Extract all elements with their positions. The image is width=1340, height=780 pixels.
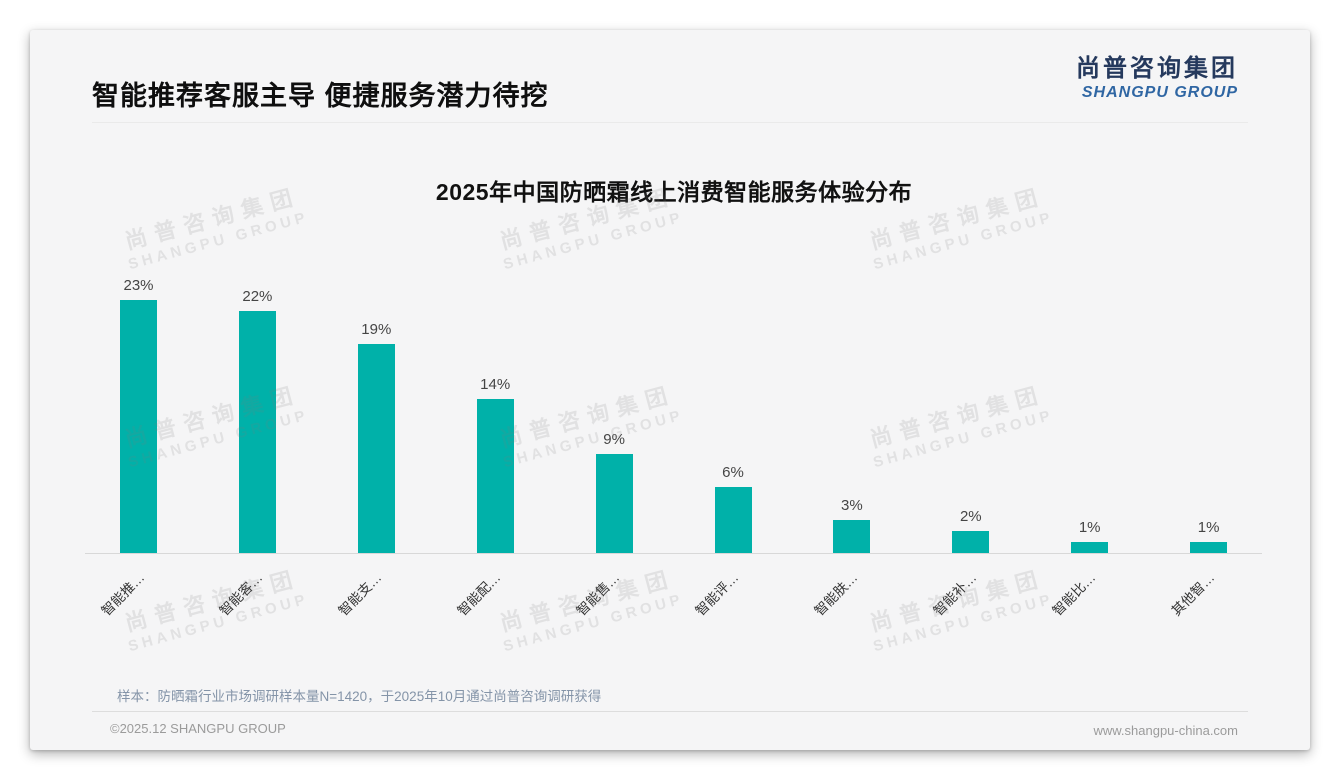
bar	[357, 344, 395, 553]
bar-value-label: 19%	[361, 321, 392, 338]
x-axis-label: 智能评…	[692, 569, 742, 619]
x-axis-label: 智能肤…	[811, 569, 861, 619]
bar	[120, 300, 157, 553]
x-axis-label: 其他智…	[1168, 569, 1218, 619]
watermark-cn-text: 尚普咨询集团	[122, 183, 303, 255]
x-axis-label: 智能售…	[573, 569, 623, 619]
watermark-cn-text: 尚普咨询集团	[867, 381, 1048, 453]
watermark-en-text: SHANGPU GROUP	[501, 208, 686, 273]
watermark-en-text: SHANGPU GROUP	[126, 208, 311, 273]
bar	[714, 487, 752, 553]
bar	[1190, 542, 1228, 553]
footer-divider	[92, 711, 1248, 712]
bar	[952, 531, 990, 553]
x-axis-label: 智能比…	[1049, 569, 1099, 619]
watermark: 尚普咨询集团 SHANGPU GROUP	[494, 182, 686, 275]
bar-value-label: 22%	[242, 288, 273, 305]
x-axis-label: 智能补…	[930, 569, 980, 619]
x-axis-line	[85, 553, 1262, 554]
watermark-cn-text: 尚普咨询集团	[867, 183, 1048, 255]
watermark: 尚普咨询集团 SHANGPU GROUP	[119, 182, 311, 275]
bar	[1071, 542, 1109, 553]
bar	[476, 399, 514, 553]
slide-card: 智能推荐客服主导 便捷服务潜力待挖 尚普咨询集团 SHANGPU GROUP 2…	[30, 30, 1310, 750]
x-axis-label: 智能客…	[217, 569, 266, 619]
sample-note: 样本：防晒霜行业市场调研样本量N=1420，于2025年10月通过尚普咨询调研获…	[117, 689, 602, 704]
bar-value-label: 9%	[603, 431, 625, 448]
watermark-en-text: SHANGPU GROUP	[871, 208, 1056, 273]
x-axis-label: 智能推…	[98, 569, 147, 619]
watermark-cn-text: 尚普咨询集团	[497, 183, 678, 255]
bar	[595, 454, 633, 553]
watermark: 尚普咨询集团 SHANGPU GROUP	[494, 380, 686, 473]
company-logo: 尚普咨询集团 SHANGPU GROUP	[1076, 55, 1238, 102]
bar-value-label: 1%	[1197, 519, 1220, 536]
bar-chart: 23% 智能推… 22% 智能客… 19% 智能支… 14% 智能配… 9% 智能售… 6% 智能评……	[30, 30, 1310, 750]
website-text: www.shangpu-china.com	[1093, 723, 1238, 738]
watermark: 尚普咨询集团 SHANGPU GROUP	[864, 182, 1056, 275]
logo-cn-text: 尚普咨询集团	[1076, 55, 1238, 82]
bar	[238, 311, 276, 553]
bar-value-label: 14%	[480, 376, 511, 393]
bar-value-label: 23%	[123, 277, 154, 294]
header-divider	[92, 122, 1248, 123]
page-title: 智能推荐客服主导 便捷服务潜力待挖	[92, 81, 549, 111]
bar	[833, 520, 871, 553]
watermark: 尚普咨询集团 SHANGPU GROUP	[864, 380, 1056, 473]
bar-value-label: 3%	[841, 497, 863, 514]
bar-value-label: 1%	[1078, 519, 1101, 536]
copyright-text: ©2025.12 SHANGPU GROUP	[110, 721, 286, 736]
chart-title: 2025年中国防晒霜线上消费智能服务体验分布	[435, 179, 913, 205]
watermark-en-text: SHANGPU GROUP	[871, 406, 1056, 471]
x-axis-label: 智能支…	[335, 569, 385, 619]
bar-value-label: 6%	[722, 464, 744, 481]
logo-en-text: SHANGPU GROUP	[1081, 84, 1238, 102]
bar-value-label: 2%	[959, 508, 982, 525]
x-axis-label: 智能配…	[454, 569, 504, 619]
